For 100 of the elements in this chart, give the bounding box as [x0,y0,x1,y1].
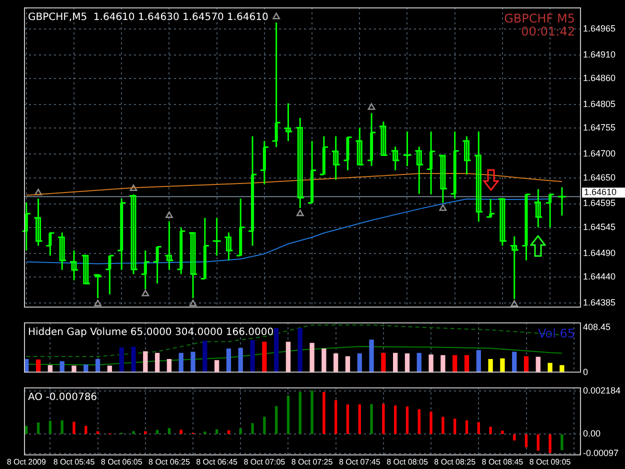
bar [274,328,279,373]
bar [465,420,468,434]
bar [358,404,361,434]
x-tick-label: 8 Oct 2009 [6,457,46,466]
bar [454,418,456,434]
x-tick-label: 8 Oct 06:25 [148,457,190,466]
bar [274,406,278,434]
point [94,300,102,306]
point [368,103,376,110]
point [166,211,173,218]
y-tick-label: 1.64545 [583,222,616,232]
point [296,210,304,216]
bar [286,342,291,373]
text: GBPCHF,M5 1.64610 1.64630 1.64570 1.64610 [28,12,268,23]
bar [370,404,373,434]
bar [143,351,148,373]
bar [322,392,326,434]
x-tick-label: 8 Oct 07:25 [291,457,334,466]
bar [180,430,182,434]
bar [501,430,504,434]
y-tick-label: 1.64440 [583,271,616,282]
bar [393,352,398,373]
x-tick-label: 8 Oct 07:05 [244,457,286,466]
bar [251,423,254,434]
x-tick-label: 8 Oct 08:45 [482,457,524,466]
y-tick-label: 0 [583,367,588,378]
bar [72,422,76,434]
bar [406,406,409,434]
point [34,188,42,196]
bar [119,347,124,373]
x-tick-label: 8 Oct 08:05 [386,457,428,466]
bar [512,352,517,373]
point [142,290,150,296]
x-tick-label: 8 Oct 07:45 [338,457,381,466]
x-tick-label: 8 Oct 05:45 [53,457,96,466]
y-tick-label: 1.64595 [583,198,616,208]
bar [262,342,267,373]
y-tick-label: 1.64860 [583,73,616,84]
bar [418,409,420,434]
ref-line-label: 1.64610 [584,187,617,198]
bar [286,396,290,434]
bar [489,426,492,434]
bar [178,352,184,373]
bar [36,422,40,434]
point [272,12,280,20]
y-tick-label: 1.64700 [583,148,616,159]
bar [513,434,516,440]
bar [239,428,242,434]
annotation: GBPCHF M5 [504,12,575,26]
bar [560,365,564,373]
bar [500,358,505,373]
bar [298,392,302,434]
bar [476,350,481,373]
chart-title: Hidden Gap Volume 65.0000 304.0000 166.0000 [28,326,274,338]
bar [464,355,470,373]
bar [428,354,434,373]
y-tick-label: 1.64965 [583,24,616,34]
point [130,184,138,192]
bar [560,434,564,450]
y-tick-label: 1.64910 [583,50,616,60]
bar [154,352,160,373]
y-tick-label: 1.64650 [583,172,616,182]
bar [215,429,218,434]
bar [310,390,314,434]
bar [382,404,385,434]
bar [190,352,196,373]
bar [298,328,302,373]
bar [452,355,458,373]
bar [132,431,135,434]
y-tick-label: 0.002184 [583,385,621,396]
text: AO -0.000786 [28,392,98,403]
y-tick-label: 0.00 [583,428,601,439]
bar [333,353,338,373]
point [189,300,197,306]
bar [131,346,136,373]
bar [250,340,255,373]
bar [548,362,552,373]
bar [25,426,28,434]
bar [404,353,410,373]
y-tick-label: 1.64490 [583,248,616,258]
y-tick-label: 1.64805 [583,99,616,110]
bar [524,356,529,373]
y-tick-label: 1.64755 [583,122,616,133]
bar [536,434,540,451]
bar [369,340,374,373]
bar [84,426,88,434]
bar [488,358,493,373]
bar [204,432,206,434]
bar [440,355,446,373]
bar [156,430,159,434]
bar [60,420,64,434]
bar [202,340,208,373]
annotation: 00:01:42 [521,24,575,39]
y-tick-label: 1.64385 [583,297,616,308]
x-tick-label: 8 Oct 06:45 [196,457,238,466]
bar [477,422,480,434]
bar [416,352,422,373]
bar [226,348,232,373]
y-tick-label: -0.00097 [583,448,619,458]
bar [334,400,338,434]
